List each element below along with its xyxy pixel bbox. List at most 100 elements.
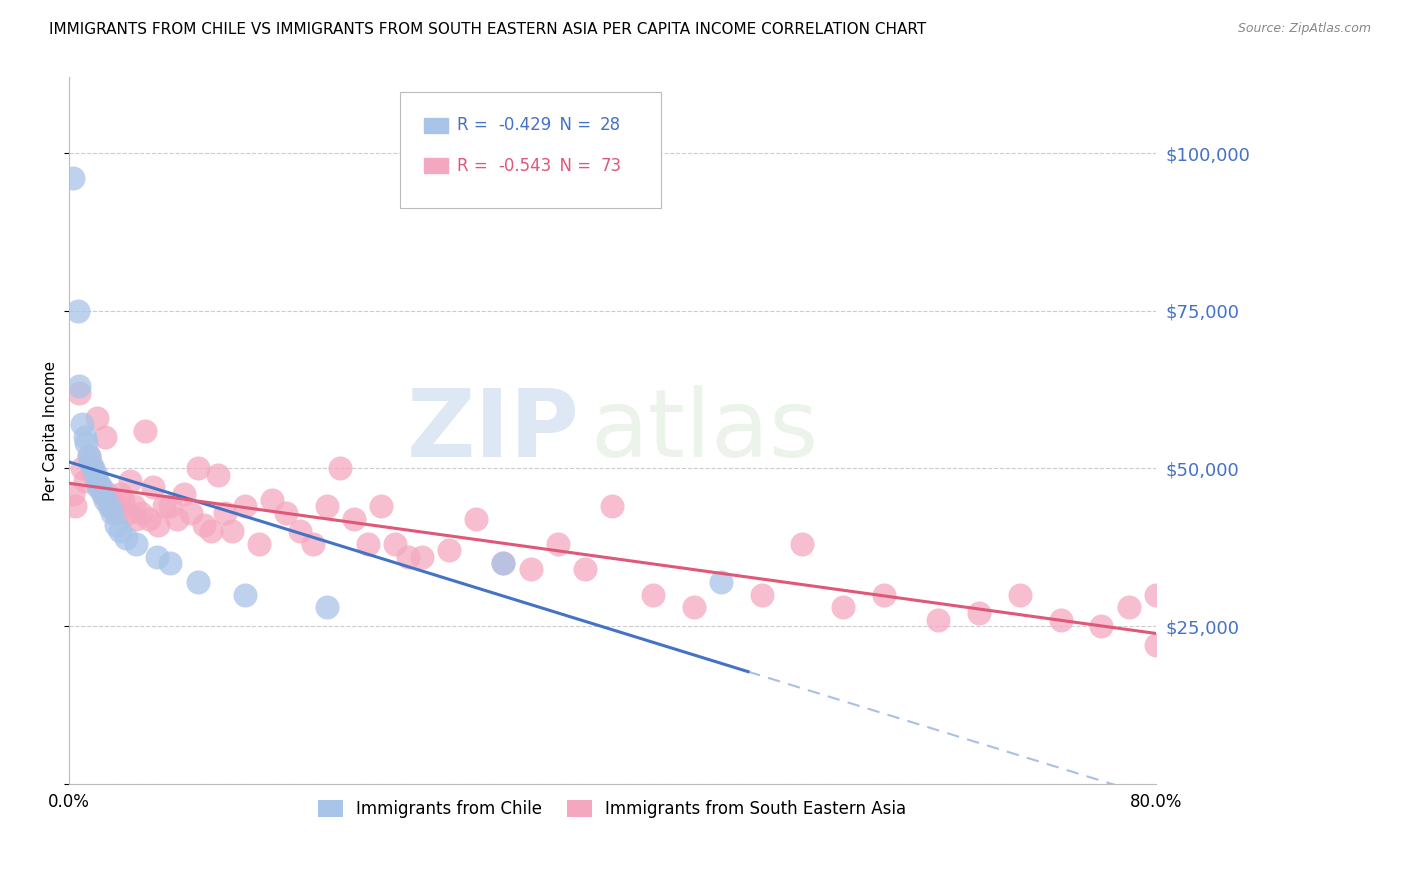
Point [77,449,100,463]
Point [94,492,117,507]
Text: 73: 73 [600,157,621,175]
Text: N =: N = [550,117,596,135]
Point [187,574,209,589]
Point [129,506,152,520]
Point [710,574,733,589]
Text: R =: R = [457,157,492,175]
Text: ZIP: ZIP [406,384,579,476]
Point [79,455,101,469]
FancyBboxPatch shape [425,158,449,174]
Point [682,600,704,615]
Point [114,531,136,545]
Point [100,500,122,514]
Point [967,607,990,621]
Point [200,524,222,539]
Point [125,537,148,551]
Point [519,562,541,576]
Point [91,486,114,500]
Point [233,588,256,602]
Point [492,556,515,570]
Point [1090,619,1112,633]
Point [166,512,188,526]
Point [547,537,569,551]
Point [101,506,124,520]
Point [370,500,392,514]
Text: R =: R = [457,117,492,135]
Point [118,474,141,488]
Point [91,486,114,500]
Point [108,524,131,539]
Point [70,461,93,475]
Point [73,474,96,488]
Point [873,588,896,602]
Point [180,506,202,520]
Point [193,518,215,533]
Legend: Immigrants from Chile, Immigrants from South Eastern Asia: Immigrants from Chile, Immigrants from S… [311,793,914,825]
Point [138,512,160,526]
Text: N =: N = [550,157,596,175]
Point [792,537,814,551]
Point [111,492,134,507]
Point [751,588,773,602]
Point [115,506,138,520]
Point [247,537,270,551]
Point [87,480,110,494]
Point [329,461,352,475]
Point [233,500,256,514]
Text: IMMIGRANTS FROM CHILE VS IMMIGRANTS FROM SOUTH EASTERN ASIA PER CAPITA INCOME CO: IMMIGRANTS FROM CHILE VS IMMIGRANTS FROM… [49,22,927,37]
Point [108,486,131,500]
Y-axis label: Per Capita Income: Per Capita Income [44,360,58,500]
Point [73,430,96,444]
Point [492,556,515,570]
Point [159,556,181,570]
Point [105,518,128,533]
Point [142,480,165,494]
Point [105,506,128,520]
Point [1144,638,1167,652]
Point [97,486,120,500]
Point [384,537,406,551]
Point [84,467,107,482]
Point [214,506,236,520]
Point [641,588,664,602]
Point [1118,600,1140,615]
Point [207,467,229,482]
Point [343,512,366,526]
Text: Source: ZipAtlas.com: Source: ZipAtlas.com [1237,22,1371,36]
Point [67,303,90,318]
Point [146,549,169,564]
Point [70,417,93,432]
Point [173,486,195,500]
Point [187,461,209,475]
Text: atlas: atlas [591,384,818,476]
Point [122,500,145,514]
Point [315,500,337,514]
Point [600,500,623,514]
Point [134,424,156,438]
Point [302,537,325,551]
Point [152,500,174,514]
Point [288,524,311,539]
Point [148,518,170,533]
Point [315,600,337,615]
Point [274,506,297,520]
Point [411,549,433,564]
Point [62,486,84,500]
Point [82,461,104,475]
Point [86,474,108,488]
Point [77,449,100,463]
Text: -0.543: -0.543 [498,157,551,175]
FancyBboxPatch shape [425,118,449,133]
Point [221,524,243,539]
Point [98,500,121,514]
Point [1049,613,1071,627]
Point [83,467,105,482]
Point [80,461,103,475]
Point [1008,588,1031,602]
Point [927,613,949,627]
Text: 28: 28 [600,117,621,135]
Point [356,537,378,551]
Point [67,379,90,393]
Point [89,480,111,494]
Point [75,436,97,450]
